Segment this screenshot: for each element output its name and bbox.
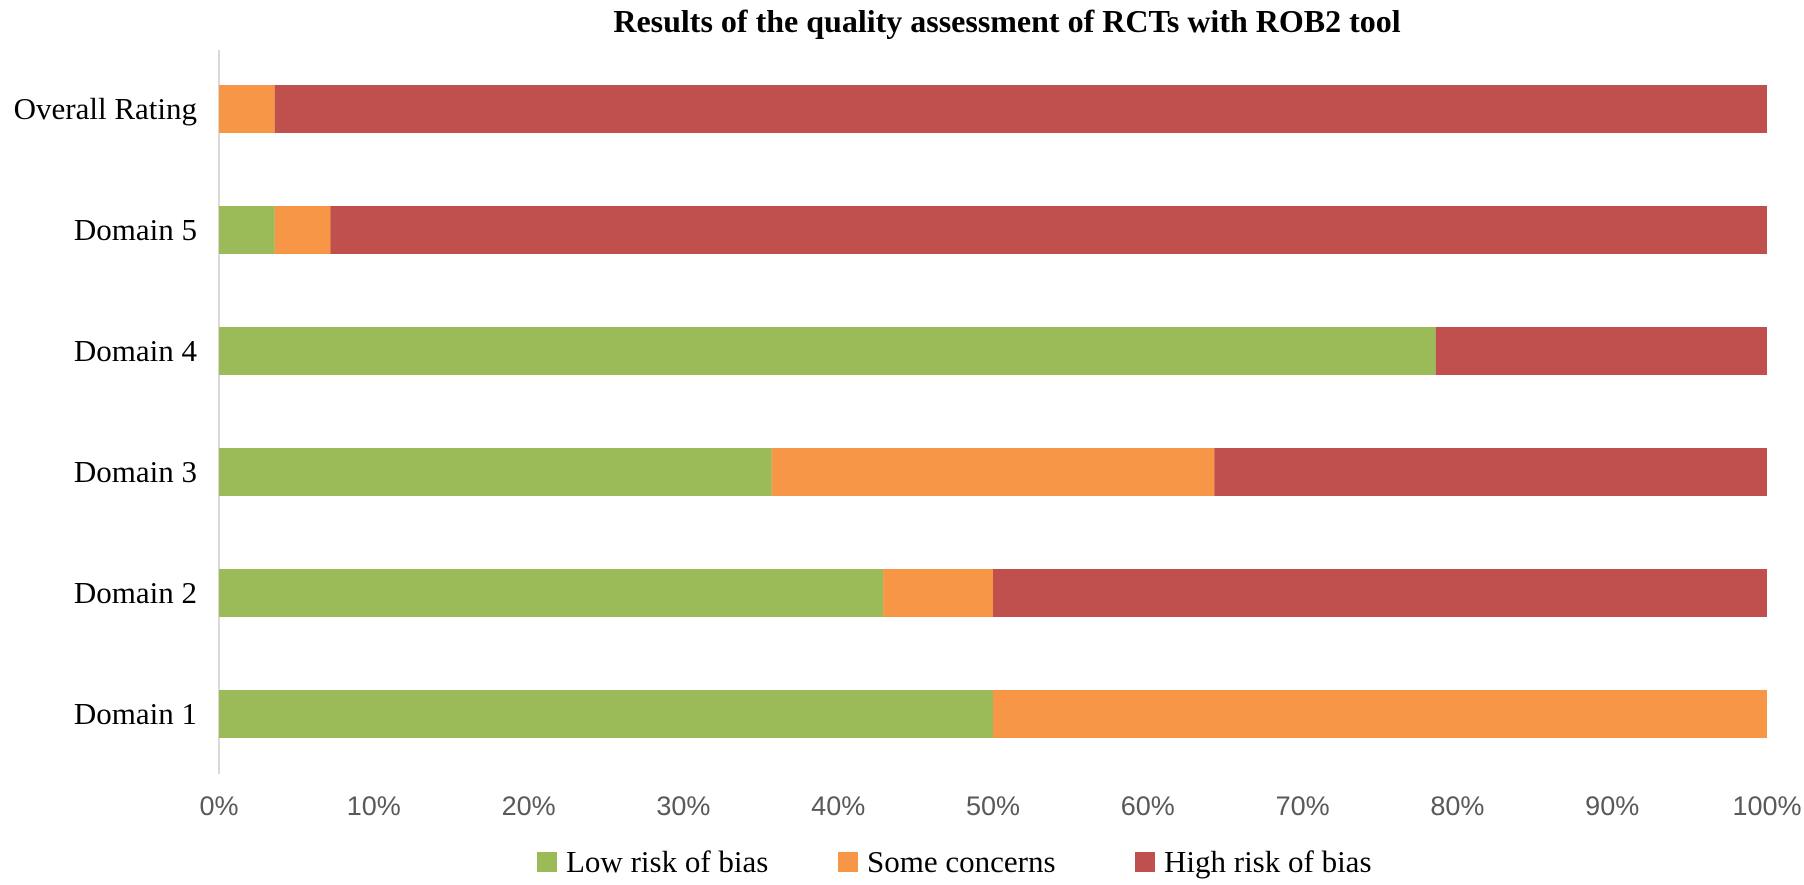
x-tick-label: 100% (1732, 791, 1801, 821)
legend-swatch-high-risk-of-bias (1135, 852, 1155, 872)
bar-domain-3-high-risk-of-bias (1214, 448, 1767, 496)
bar-domain-5-low-risk-of-bias (219, 206, 275, 254)
x-tick-label: 20% (502, 791, 556, 821)
category-labels: Overall Rating Domain 5 Domain 4 Domain 3 Do… (14, 91, 198, 731)
legend: Low risk of bias Some concerns High risk o… (537, 844, 1372, 879)
bars-group (219, 85, 1768, 738)
category-label-domain-5: Domain 5 (74, 212, 197, 247)
bar-domain-1-some-concerns (993, 690, 1767, 738)
bar-domain-4-low-risk-of-bias (219, 327, 1436, 375)
x-tick-label: 0% (199, 791, 238, 821)
bar-domain-2-low-risk-of-bias (219, 569, 884, 617)
x-tick-label: 30% (656, 791, 710, 821)
legend-swatch-some-concerns (838, 852, 858, 872)
legend-label-some-concerns: Some concerns (867, 844, 1056, 879)
x-tick-label: 10% (347, 791, 401, 821)
category-label-domain-2: Domain 2 (74, 575, 197, 610)
x-tick-label: 40% (811, 791, 865, 821)
x-tick-label: 50% (966, 791, 1020, 821)
bar-overall-rating-some-concerns (219, 85, 275, 133)
category-label-overall-rating: Overall Rating (14, 91, 197, 126)
bar-domain-3-low-risk-of-bias (219, 448, 772, 496)
category-label-domain-4: Domain 4 (74, 333, 198, 368)
bar-domain-2-some-concerns (883, 569, 993, 617)
category-label-domain-3: Domain 3 (74, 454, 197, 489)
category-label-domain-1: Domain 1 (74, 696, 197, 731)
bar-domain-2-high-risk-of-bias (993, 569, 1767, 617)
bar-domain-5-high-risk-of-bias (330, 206, 1768, 254)
chart-title: Results of the quality assessment of RCT… (613, 3, 1400, 39)
x-tick-label: 70% (1276, 791, 1330, 821)
bar-domain-3-some-concerns (771, 448, 1215, 496)
legend-label-low-risk-of-bias: Low risk of bias (566, 844, 768, 879)
x-tick-label: 80% (1430, 791, 1484, 821)
bar-domain-4-high-risk-of-bias (1435, 327, 1767, 375)
x-axis-tick-labels: 0% 10% 20% 30% 40% 50% 60% 70% 80% 90% 100% (199, 791, 1801, 821)
bar-domain-1-low-risk-of-bias (219, 690, 993, 738)
legend-label-high-risk-of-bias: High risk of bias (1164, 844, 1372, 879)
legend-swatch-low-risk-of-bias (537, 852, 557, 872)
bar-overall-rating-high-risk-of-bias (274, 85, 1768, 133)
x-tick-label: 90% (1585, 791, 1639, 821)
x-tick-label: 60% (1121, 791, 1175, 821)
bar-domain-5-some-concerns (274, 206, 331, 254)
